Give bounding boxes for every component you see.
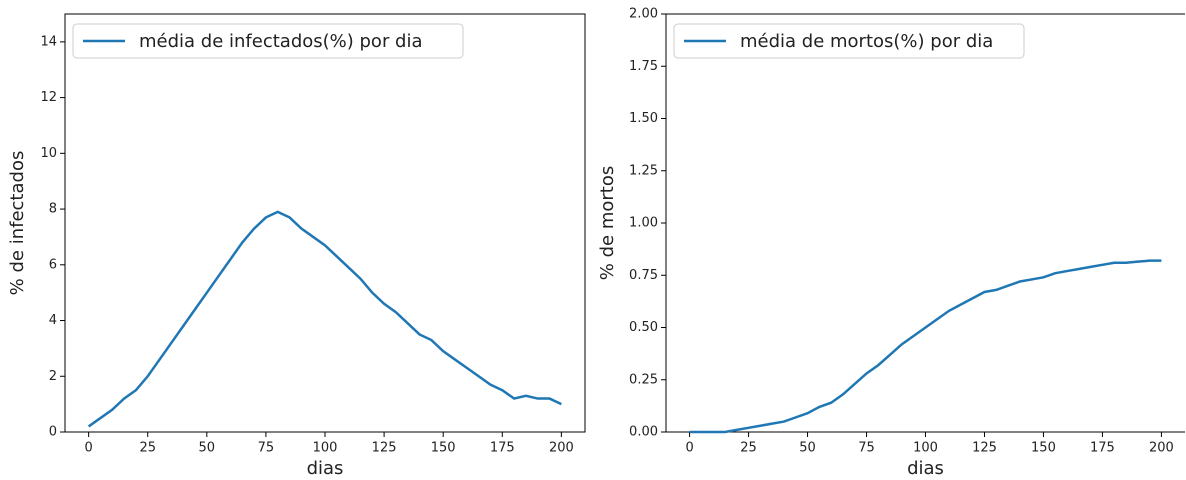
plot-area	[666, 14, 1185, 432]
x-tick-label: 125	[372, 441, 397, 456]
x-tick-label: 150	[431, 441, 456, 456]
y-tick-label: 8	[49, 202, 57, 217]
y-tick-label: 0.25	[629, 372, 658, 387]
y-tick-label: 6	[49, 257, 57, 272]
x-tick-label: 50	[199, 441, 216, 456]
y-tick-label: 0.00	[629, 425, 658, 440]
y-tick-label: 1.25	[629, 163, 658, 178]
x-tick-label: 75	[258, 441, 275, 456]
x-tick-label: 100	[313, 441, 338, 456]
x-tick-label: 200	[549, 441, 574, 456]
y-tick-label: 1.00	[629, 216, 658, 231]
legend-box	[673, 23, 1025, 59]
legend-label: média de mortos(%) por dia	[740, 31, 993, 52]
x-tick-label: 150	[1031, 441, 1056, 456]
x-tick-label: 0	[84, 441, 92, 456]
legend-label: média de infectados(%) por dia	[139, 31, 423, 52]
x-tick-label: 75	[858, 441, 875, 456]
y-tick-label: 1.75	[629, 59, 658, 74]
y-tick-label: 0.75	[629, 268, 658, 283]
y-tick-label: 2.00	[629, 7, 658, 22]
x-tick-label: 25	[740, 441, 757, 456]
y-tick-label: 4	[49, 313, 57, 328]
mean-line	[87, 210, 562, 428]
y-tick-label: 2	[49, 369, 57, 384]
x-axis-label: dias	[307, 458, 344, 479]
y-tick-label: 0.50	[629, 320, 658, 335]
x-tick-label: 125	[972, 441, 997, 456]
x-tick-label: 175	[490, 441, 515, 456]
y-tick-label: 0	[49, 425, 57, 440]
y-axis-label: % de mortos	[597, 166, 618, 280]
y-tick-label: 12	[40, 90, 57, 105]
x-tick-label: 25	[139, 441, 156, 456]
x-tick-label: 200	[1149, 441, 1174, 456]
y-tick-label: 1.50	[629, 111, 658, 126]
x-tick-label: 175	[1090, 441, 1115, 456]
x-axis-label: dias	[907, 458, 944, 479]
y-axis-label: % de infectados	[7, 151, 28, 296]
y-tick-label: 10	[40, 146, 57, 161]
x-tick-label: 50	[799, 441, 816, 456]
legend-box	[72, 23, 464, 59]
mean-line	[689, 259, 1162, 434]
y-tick-label: 14	[40, 34, 57, 49]
plot-area	[64, 13, 586, 433]
x-tick-label: 100	[913, 441, 938, 456]
x-tick-label: 0	[685, 441, 693, 456]
